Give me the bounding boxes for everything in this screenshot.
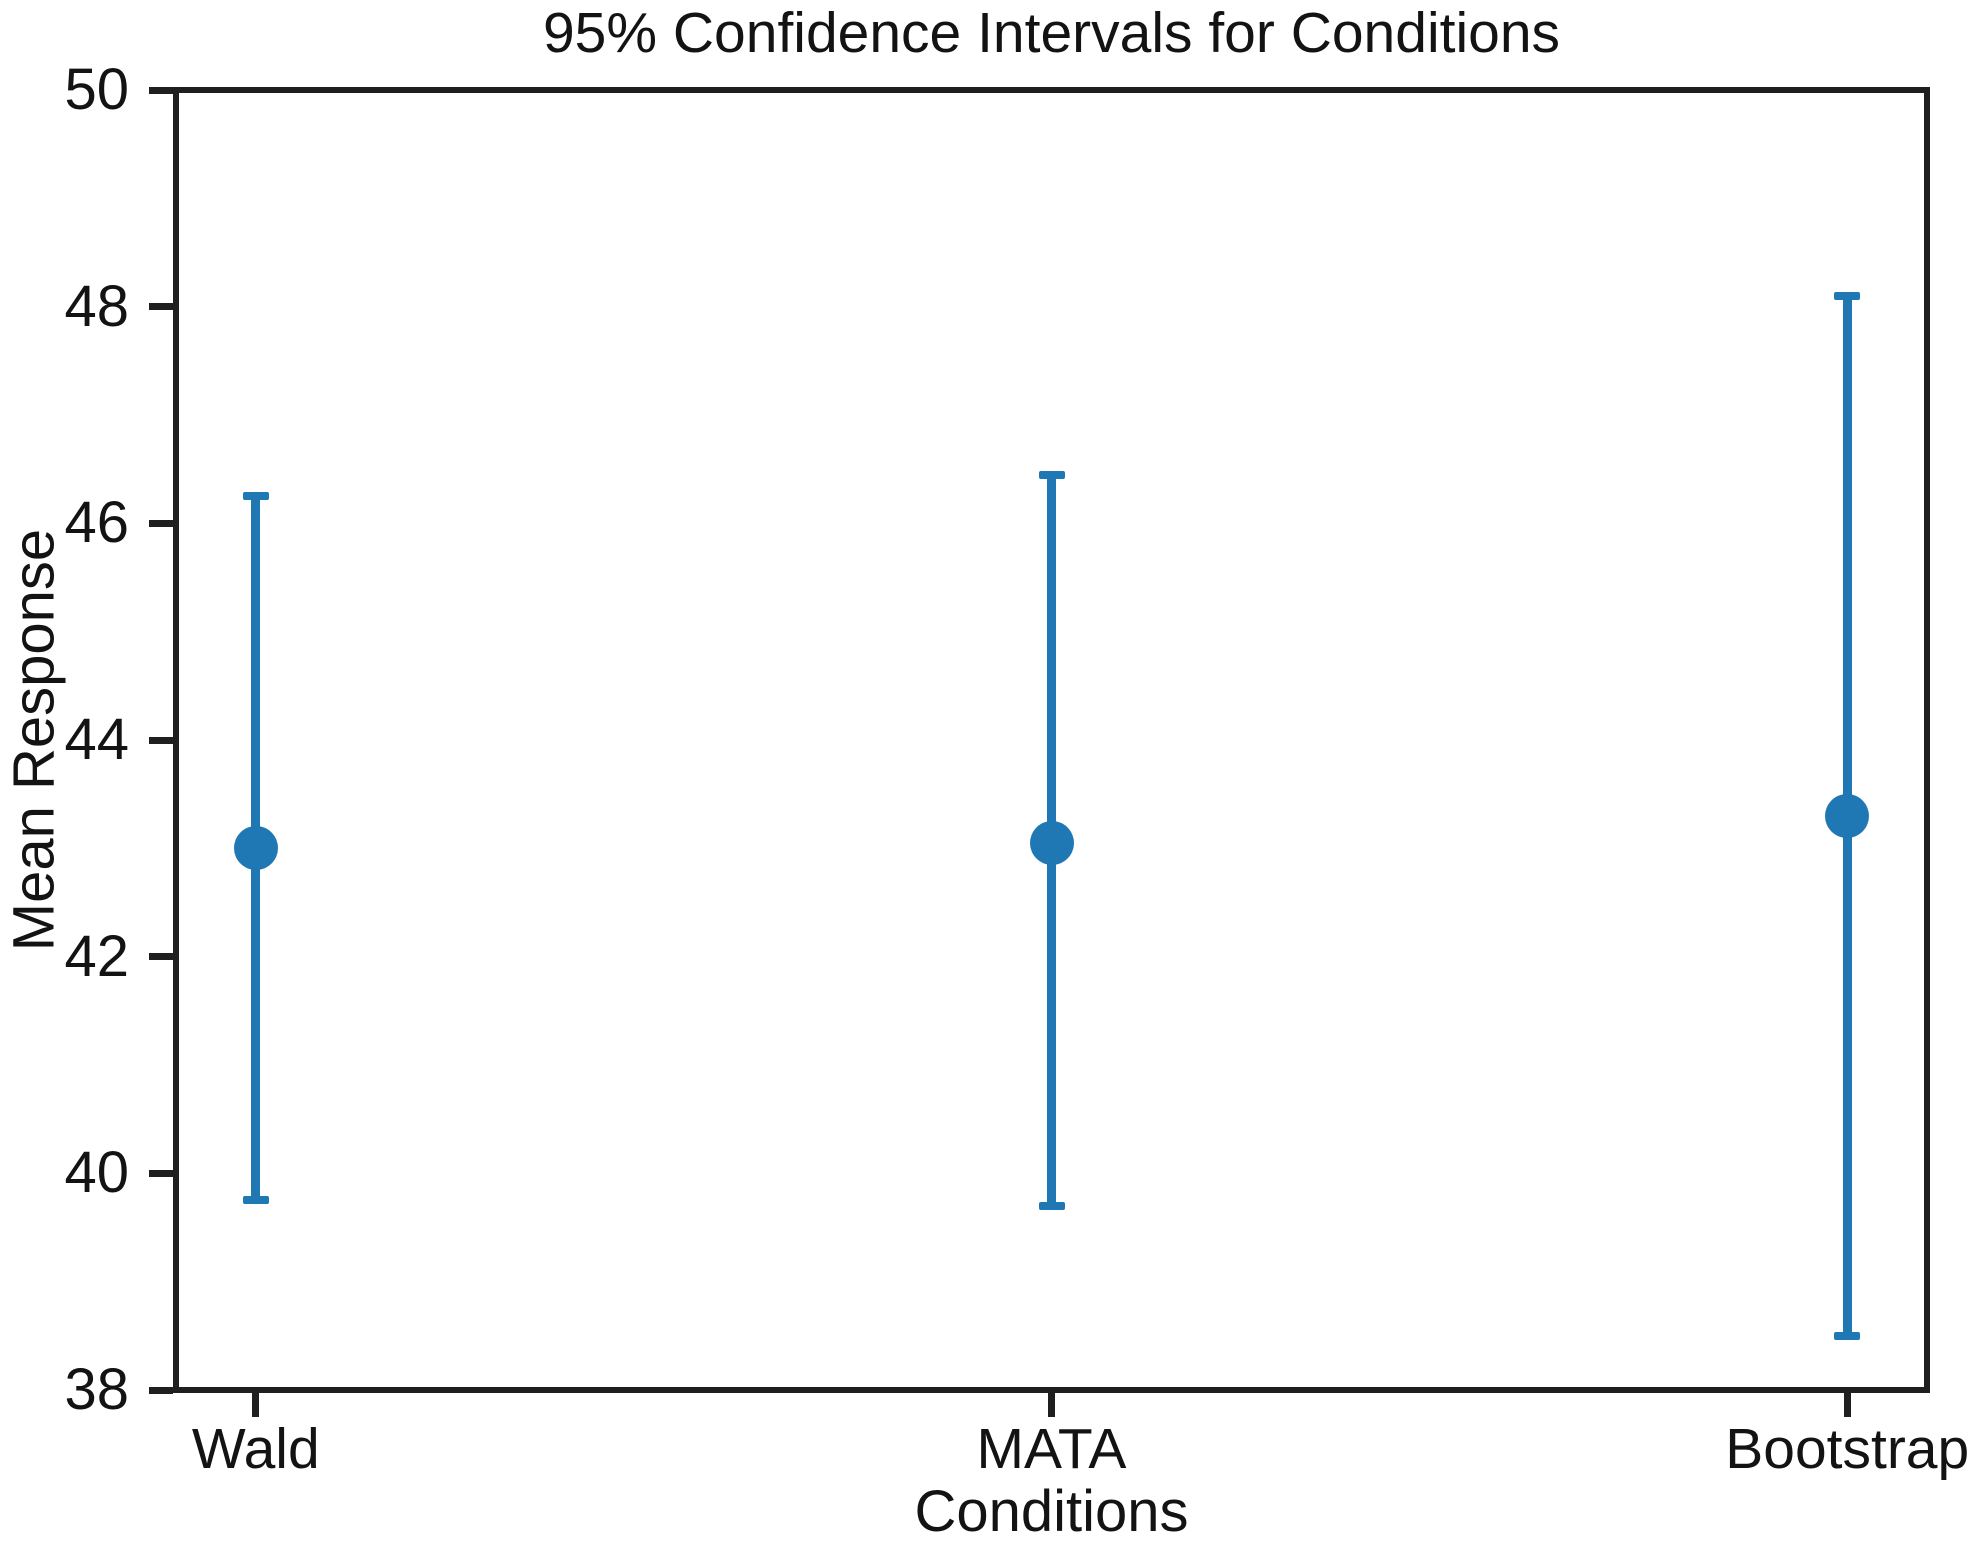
errorbar-cap-bottom xyxy=(1038,1201,1065,1210)
chart-title: 95% Confidence Intervals for Conditions xyxy=(542,1,1561,65)
x-axis-label: Conditions xyxy=(914,1479,1189,1541)
y-axis-tick-label: 48 xyxy=(64,273,129,339)
y-axis-tick-label: 46 xyxy=(64,490,129,556)
plot-area: 38 40 42 44 46 48 50 Wald MATA Bootstrap xyxy=(64,61,1969,1478)
x-axis-tick-label: Wald xyxy=(191,1417,320,1481)
y-axis-tick-label: 38 xyxy=(64,1357,129,1422)
y-axis-tick xyxy=(149,303,173,311)
errorbar-cap-top xyxy=(1038,470,1065,479)
y-axis-tick xyxy=(149,519,173,527)
y-axis-tick-label: 40 xyxy=(64,1140,129,1206)
errorbar-cap-bottom xyxy=(242,1196,269,1205)
y-axis-tick xyxy=(149,1169,173,1177)
errorbar-cap-top xyxy=(1834,291,1861,300)
mean-point-marker xyxy=(233,826,278,871)
y-axis-tick xyxy=(149,1386,173,1394)
y-axis-tick-label: 50 xyxy=(64,57,129,122)
mean-point-marker xyxy=(1825,793,1870,838)
errorbar-cap-bottom xyxy=(1834,1331,1861,1340)
y-axis-tick xyxy=(149,953,173,961)
y-axis-tick-label: 44 xyxy=(64,707,129,772)
x-axis-tick-label: MATA xyxy=(976,1417,1127,1481)
x-axis-tick xyxy=(252,1393,260,1417)
y-axis-tick xyxy=(149,86,173,94)
x-axis-tick xyxy=(1843,1393,1851,1417)
mean-point-marker xyxy=(1029,820,1074,865)
x-axis-tick xyxy=(1048,1393,1055,1417)
x-axis-tick-label: Bootstrap xyxy=(1725,1417,1969,1481)
y-axis-tick xyxy=(149,736,173,744)
y-axis-tick-label: 42 xyxy=(64,923,129,989)
errorbar-cap-top xyxy=(242,492,269,501)
